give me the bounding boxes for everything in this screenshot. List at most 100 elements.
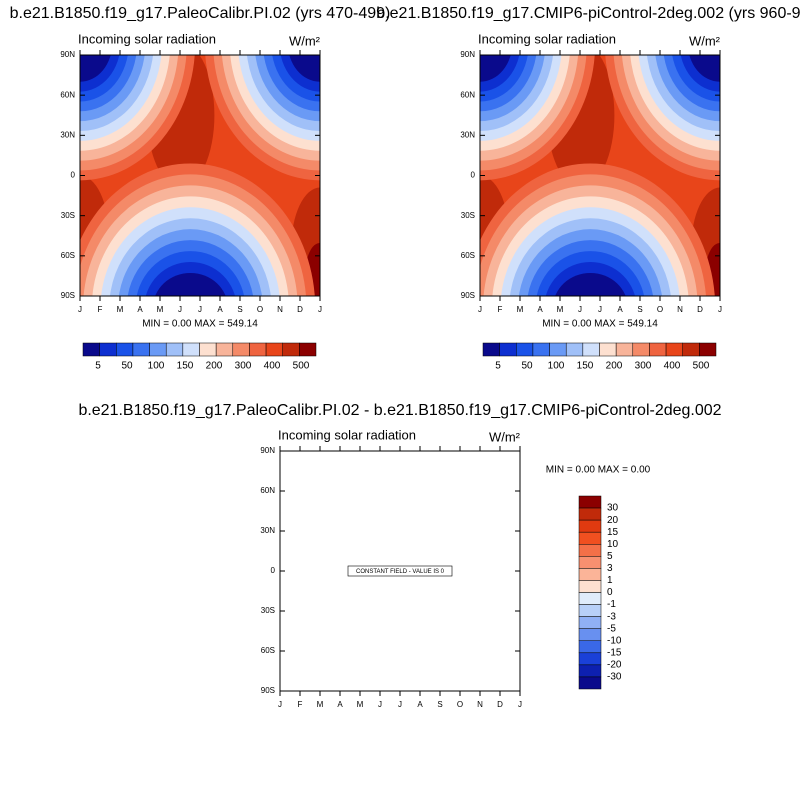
colorbar-label: 500 xyxy=(293,361,310,372)
colorbar-box xyxy=(578,580,602,593)
y-tick-label: 60S xyxy=(61,251,75,260)
colorbar-label: -1 xyxy=(607,599,616,610)
colorbar-label: 15 xyxy=(607,527,619,538)
x-tick-label: J xyxy=(578,305,582,314)
colorbar-label: -10 xyxy=(607,635,622,646)
colorbar-label: -15 xyxy=(607,647,622,658)
colorbar-box xyxy=(299,342,317,357)
colorbar-label: 100 xyxy=(548,361,565,372)
y-tick-label: 90N xyxy=(260,446,275,455)
colorbar-label: 500 xyxy=(693,361,710,372)
panel-title: b.e21.B1850.f19_g17.PaleoCalibr.PI.02 (y… xyxy=(10,5,391,22)
x-tick-label: J xyxy=(318,305,322,314)
stats: MIN = 0.00 MAX = 549.14 xyxy=(542,319,658,330)
contour-band xyxy=(289,55,320,82)
panel-title: b.e21.B1850.f19_g17.PaleoCalibr.PI.02 - … xyxy=(78,402,721,419)
colorbar-label: 5 xyxy=(95,361,101,372)
y-tick-label: 30N xyxy=(60,130,75,139)
colorbar-box xyxy=(578,507,602,521)
units: W/m² xyxy=(689,33,721,48)
contour-band xyxy=(80,55,111,82)
colorbar-label: 50 xyxy=(121,361,133,372)
x-tick-label: J xyxy=(718,305,722,314)
colorbar-box xyxy=(549,342,567,357)
colorbar-label: 300 xyxy=(235,361,252,372)
y-tick-label: 60S xyxy=(461,251,475,260)
x-tick-label: S xyxy=(437,700,442,709)
x-tick-label: J xyxy=(198,305,202,314)
panel-subtitle: Incoming solar radiation xyxy=(478,31,616,46)
x-tick-label: M xyxy=(557,305,564,314)
colorbar-box xyxy=(82,342,100,357)
x-tick-label: J xyxy=(78,305,82,314)
y-tick-label: 60N xyxy=(60,90,75,99)
y-tick-label: 90N xyxy=(60,50,75,59)
x-tick-label: F xyxy=(298,700,303,709)
y-tick-label: 90N xyxy=(460,50,475,59)
x-tick-label: A xyxy=(617,305,623,314)
colorbar-label: 20 xyxy=(607,515,619,526)
colorbar-label: 300 xyxy=(635,361,652,372)
colorbar-box xyxy=(565,342,584,357)
colorbar-box xyxy=(599,342,617,357)
colorbar-box xyxy=(149,342,167,357)
colorbar-box xyxy=(215,342,234,357)
x-tick-label: N xyxy=(677,305,683,314)
colorbar-label: 400 xyxy=(264,361,281,372)
x-tick-label: D xyxy=(697,305,703,314)
colorbar-box xyxy=(482,342,500,357)
colorbar-label: -5 xyxy=(607,623,616,634)
colorbar-label: -30 xyxy=(607,672,622,683)
colorbar-box xyxy=(249,342,267,357)
colorbar-box xyxy=(615,342,634,357)
contour-field xyxy=(480,55,720,296)
colorbar-box xyxy=(199,342,217,357)
colorbar-box xyxy=(578,604,602,617)
units: W/m² xyxy=(289,33,321,48)
colorbar-box xyxy=(578,676,602,690)
colorbar-label: 50 xyxy=(521,361,533,372)
contour-band xyxy=(689,55,720,82)
colorbar-box xyxy=(699,342,717,357)
colorbar-box xyxy=(578,592,602,605)
contour-field xyxy=(80,55,320,296)
x-tick-label: A xyxy=(537,305,543,314)
colorbar-box xyxy=(499,342,517,357)
y-tick-label: 90S xyxy=(261,686,275,695)
colorbar-box xyxy=(99,342,117,357)
y-tick-label: 30N xyxy=(460,130,475,139)
colorbar-box xyxy=(632,342,650,357)
note-box xyxy=(347,565,453,577)
y-tick-label: 60N xyxy=(460,90,475,99)
x-tick-label: S xyxy=(237,305,242,314)
colorbar-label: 150 xyxy=(577,361,594,372)
panel-subtitle: Incoming solar radiation xyxy=(278,427,416,442)
colorbar-box xyxy=(578,568,602,581)
y-tick-label: 90S xyxy=(461,291,475,300)
colorbar-box xyxy=(516,342,534,357)
colorbar-label: 0 xyxy=(607,587,613,598)
y-tick-label: 0 xyxy=(271,566,276,575)
colorbar-box xyxy=(582,342,600,357)
colorbar-box xyxy=(578,519,602,533)
x-tick-label: J xyxy=(598,305,602,314)
x-tick-label: M xyxy=(317,700,324,709)
colorbar-box xyxy=(682,342,700,357)
y-tick-label: 30S xyxy=(461,211,475,220)
colorbar-box xyxy=(578,556,602,569)
x-tick-label: J xyxy=(518,700,522,709)
x-tick-label: M xyxy=(517,305,524,314)
y-tick-label: 0 xyxy=(71,171,76,180)
x-tick-label: A xyxy=(137,305,143,314)
x-tick-label: F xyxy=(98,305,103,314)
stats: MIN = 0.00 MAX = 0.00 xyxy=(546,465,651,476)
x-tick-label: J xyxy=(278,700,282,709)
x-tick-label: M xyxy=(157,305,164,314)
colorbar-label: 3 xyxy=(607,563,613,574)
colorbar-box xyxy=(578,616,602,629)
y-tick-label: 30S xyxy=(261,606,275,615)
colorbar-label: 150 xyxy=(177,361,194,372)
y-tick-label: 0 xyxy=(471,171,476,180)
x-tick-label: O xyxy=(657,305,663,314)
colorbar-box xyxy=(265,342,283,357)
